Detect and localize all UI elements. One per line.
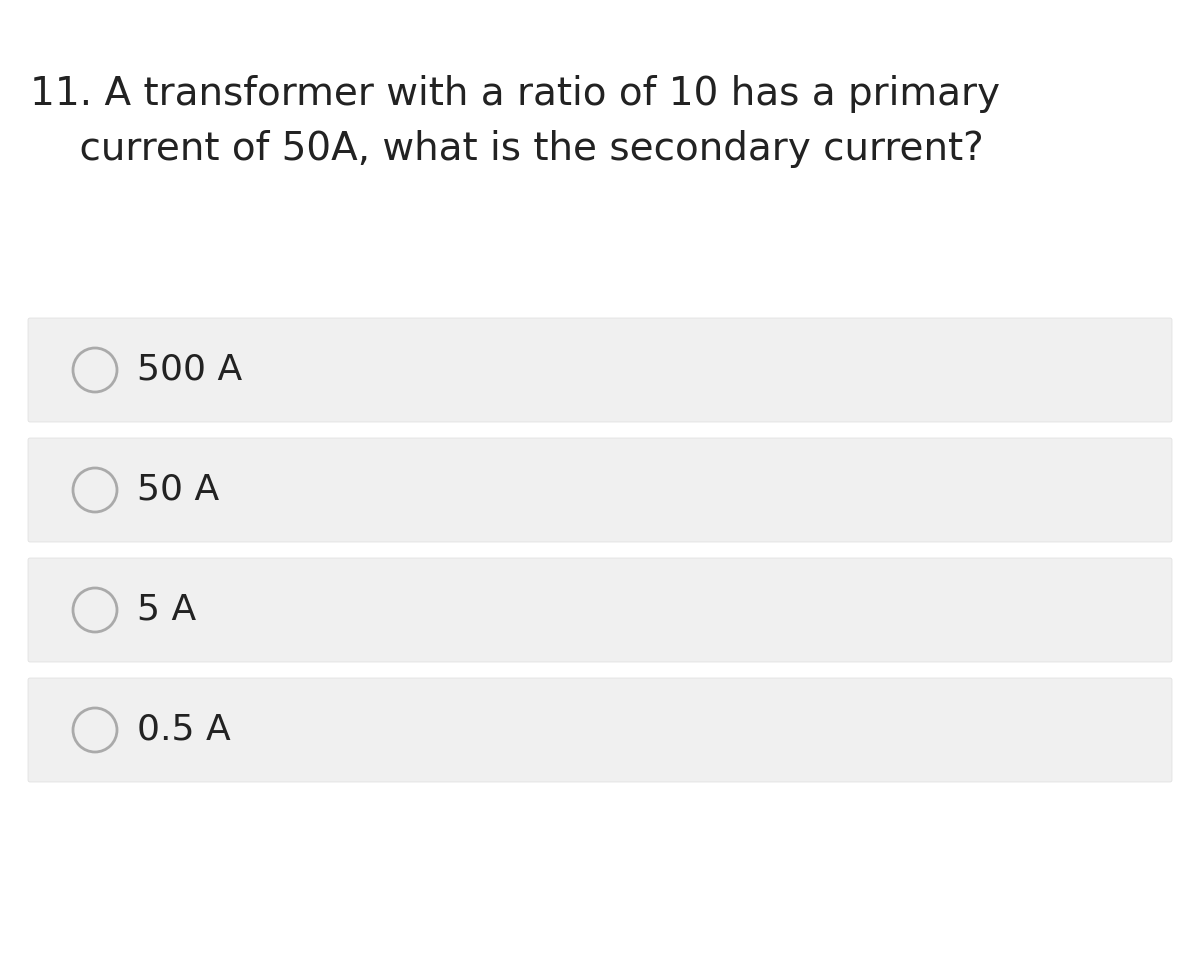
Text: 0.5 A: 0.5 A	[137, 713, 230, 747]
Circle shape	[73, 588, 118, 632]
FancyBboxPatch shape	[28, 558, 1172, 662]
Circle shape	[73, 708, 118, 752]
Text: 11. A transformer with a ratio of 10 has a primary: 11. A transformer with a ratio of 10 has…	[30, 75, 1000, 113]
Circle shape	[73, 468, 118, 512]
Text: 5 A: 5 A	[137, 593, 197, 627]
FancyBboxPatch shape	[28, 678, 1172, 782]
FancyBboxPatch shape	[28, 318, 1172, 422]
Circle shape	[73, 348, 118, 392]
Text: current of 50A, what is the secondary current?: current of 50A, what is the secondary cu…	[30, 130, 984, 168]
Text: 500 A: 500 A	[137, 353, 242, 387]
FancyBboxPatch shape	[28, 438, 1172, 542]
Text: 50 A: 50 A	[137, 473, 220, 507]
